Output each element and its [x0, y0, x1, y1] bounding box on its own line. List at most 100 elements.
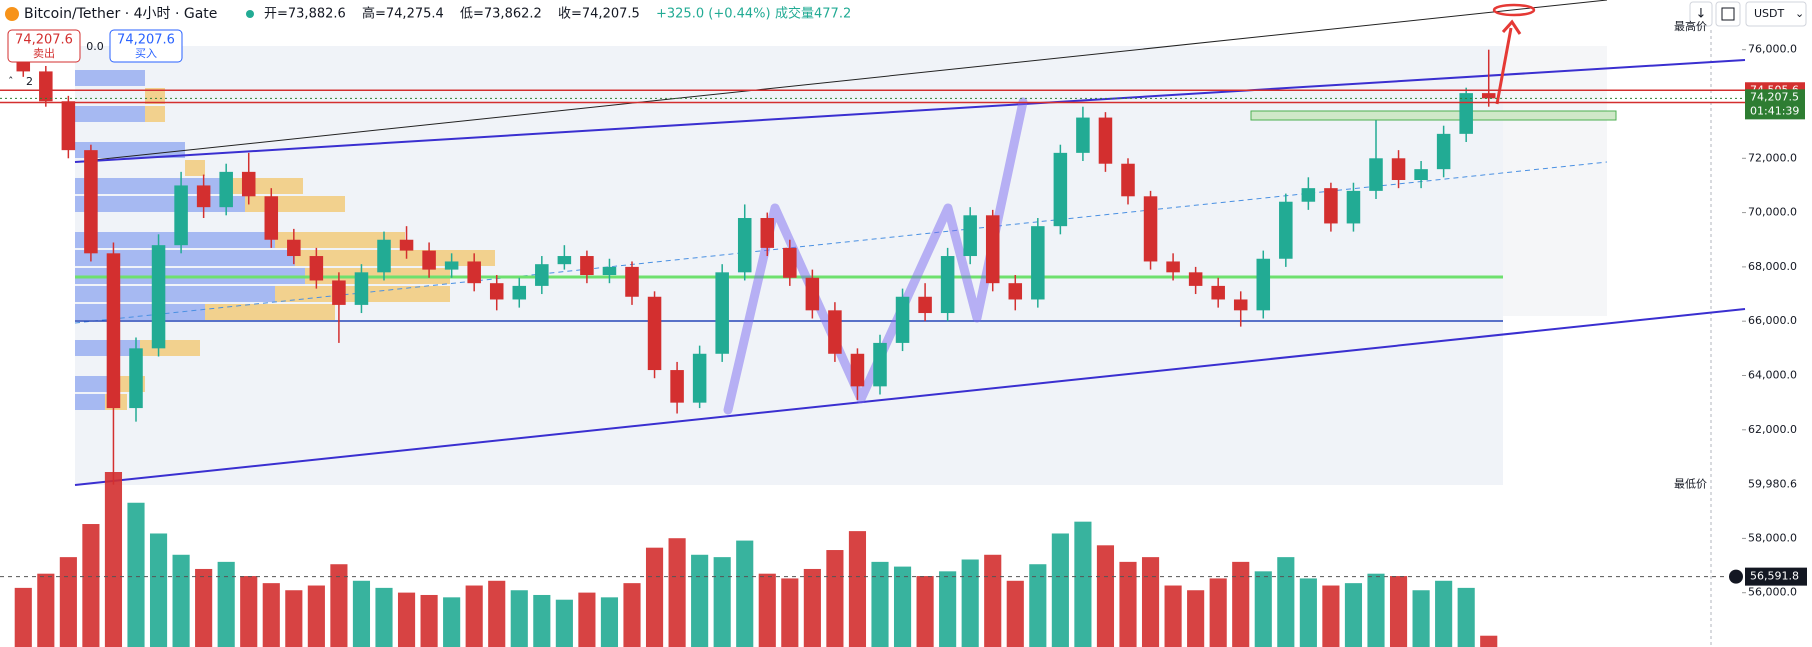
candle-body	[1414, 169, 1428, 181]
volume-bar	[1254, 571, 1272, 647]
profile-bar	[75, 250, 295, 266]
y-tick-label: 56,000.0	[1748, 586, 1797, 599]
collapse-toggle[interactable]: ˆ	[8, 75, 14, 88]
candle-body	[1008, 283, 1023, 300]
y-tick-label: 72,000.0	[1748, 151, 1797, 164]
sell-label[interactable]: 卖出	[33, 46, 55, 60]
download-button[interactable]	[1689, 1, 1713, 27]
volume-bar	[375, 587, 393, 647]
volume-bar	[645, 547, 664, 647]
candle-body	[1233, 299, 1248, 311]
y-tick-label: 76,000.0	[1748, 43, 1797, 56]
candle-body	[512, 285, 527, 300]
volume-bar	[172, 554, 190, 647]
candle-body	[39, 71, 53, 102]
volume-bar	[1051, 533, 1069, 647]
open: 开=73,882.6	[264, 7, 346, 22]
profile-bar	[205, 304, 335, 320]
candle-body	[1346, 190, 1361, 224]
profile-bar	[75, 106, 145, 122]
fullscreen-button[interactable]	[1715, 1, 1741, 27]
candle-body	[715, 272, 729, 354]
zone-box	[1250, 110, 1617, 121]
candle-body	[377, 239, 391, 273]
volume-bar	[240, 576, 258, 647]
countdown: 01:41:39	[1750, 104, 1799, 117]
currency-caret[interactable]: ⌄	[1795, 7, 1804, 20]
range-zone	[1503, 46, 1607, 316]
candle-body	[1301, 188, 1316, 202]
candle-body	[1369, 158, 1383, 191]
candle-body	[985, 215, 1000, 284]
sell-button[interactable]	[7, 29, 81, 63]
y-tick-label: 64,000.0	[1748, 368, 1797, 381]
high: 高=74,275.4	[362, 6, 444, 22]
candle-body	[174, 185, 188, 246]
indicator-count[interactable]: 2	[26, 75, 33, 88]
currency-button[interactable]	[1745, 1, 1807, 27]
candle-body	[196, 185, 211, 208]
price-tag-label: 56,591.8	[1750, 570, 1799, 583]
volume-bar	[352, 580, 371, 647]
candle-body	[1188, 272, 1203, 286]
candle-body	[219, 171, 233, 208]
candle-body	[354, 272, 369, 305]
low-label: 最低价	[1674, 478, 1707, 491]
spread: 0.0	[86, 40, 104, 53]
volume-profile	[75, 70, 495, 410]
trendline	[74, 0, 1608, 163]
buy-label[interactable]: 买入	[135, 47, 157, 60]
volume-bar	[826, 550, 844, 647]
candle-body	[557, 256, 572, 265]
candle-body	[737, 218, 752, 273]
volume-bar	[1209, 578, 1227, 647]
volume-bar	[893, 566, 912, 647]
candle-body	[850, 353, 865, 387]
candle-body	[1121, 163, 1135, 197]
volume-bar	[195, 568, 213, 647]
volume-bar	[262, 583, 280, 647]
candle-body	[760, 218, 775, 248]
buy-price[interactable]: 74,207.6	[117, 33, 175, 48]
volume-bar	[1367, 573, 1385, 647]
currency[interactable]: USDT	[1754, 7, 1785, 20]
volume-bar	[1029, 564, 1047, 647]
close: 收=74,207.5	[558, 7, 640, 22]
y-tick-label: 58,000.0	[1748, 531, 1797, 544]
volume-bar	[217, 561, 235, 647]
volume-bar	[307, 585, 325, 647]
profile-bar	[75, 142, 185, 158]
candle-body	[625, 266, 639, 297]
fullscreen-icon[interactable]	[1721, 7, 1735, 21]
candle-body	[535, 264, 549, 286]
candle-body	[1098, 117, 1113, 164]
candle-body	[84, 150, 98, 254]
profile-bar	[245, 196, 345, 212]
candle-body	[467, 261, 481, 284]
price-tag	[1745, 567, 1807, 586]
volume-bar	[330, 564, 348, 647]
profile-bar	[75, 70, 145, 86]
profile-bar	[75, 286, 275, 302]
volume-bar	[397, 592, 416, 647]
volume-bar	[668, 538, 686, 647]
volume-bar	[736, 540, 754, 647]
volume-bar	[939, 571, 957, 647]
volume-bar	[984, 554, 1002, 647]
target-arrow	[1495, 19, 1522, 105]
trendline	[74, 308, 1746, 486]
volume-bar	[510, 590, 528, 647]
candle-body	[805, 277, 820, 311]
buy-button[interactable]	[109, 29, 183, 63]
volume-bar	[781, 578, 799, 647]
profile-bar	[145, 88, 165, 104]
candle-body	[1436, 133, 1451, 170]
volume-bar	[1344, 583, 1363, 647]
volume-bar	[149, 533, 168, 647]
candle-body	[670, 370, 684, 403]
volume-bar	[1141, 557, 1160, 647]
download-icon[interactable]: ↓	[1696, 7, 1707, 22]
candle-body	[287, 239, 301, 257]
sell-price[interactable]: 74,207.6	[15, 33, 73, 48]
